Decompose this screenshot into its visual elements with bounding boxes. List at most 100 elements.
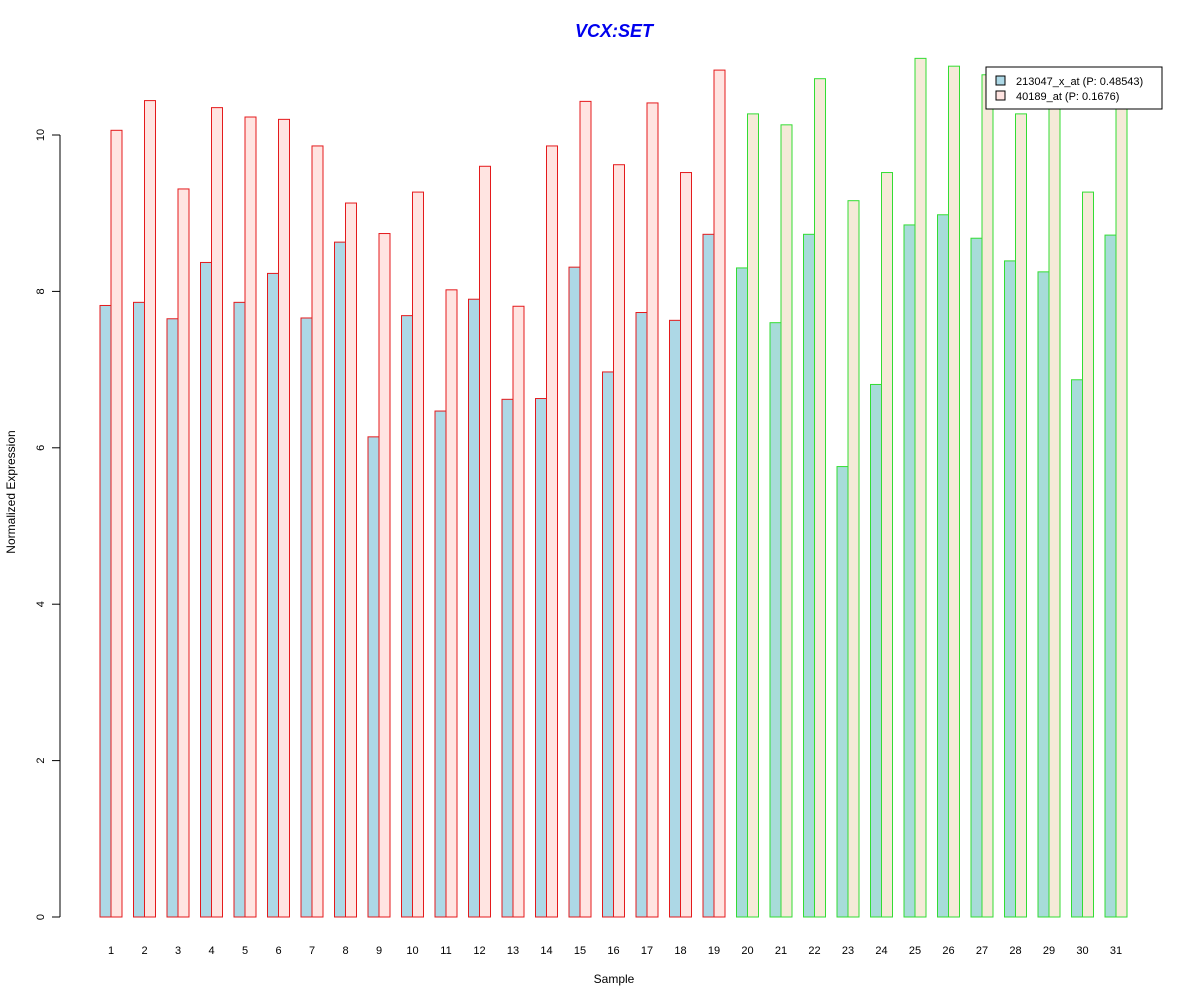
x-tick-label-3: 3 bbox=[175, 945, 181, 957]
bar-sample-16-series-2 bbox=[613, 164, 625, 918]
legend-label-40189: 40189_at (P: 0.1676) bbox=[1016, 91, 1119, 103]
bar-sample-25-series-2 bbox=[914, 57, 927, 918]
bar-sample-8-series-1 bbox=[334, 241, 346, 918]
bar-sample-31-series-1 bbox=[1104, 234, 1117, 918]
bar-sample-22-series-2 bbox=[814, 78, 826, 918]
bar-sample-18-series-2 bbox=[680, 172, 692, 918]
legend-label-213047: 213047_x_at (P: 0.48543) bbox=[1016, 76, 1143, 88]
x-tick-label-30: 30 bbox=[1076, 945, 1088, 957]
y-tick-label: 8 bbox=[35, 288, 47, 294]
chart-title: VCX:SET bbox=[575, 21, 655, 41]
x-tick-label-20: 20 bbox=[741, 945, 753, 957]
bar-sample-28-series-2 bbox=[1015, 113, 1027, 918]
x-tick-label-9: 9 bbox=[376, 945, 382, 957]
bar-sample-31-series-2 bbox=[1115, 105, 1128, 918]
bar-sample-29-series-1 bbox=[1037, 271, 1050, 918]
bar-sample-18-series-1 bbox=[669, 319, 681, 918]
bar-sample-23-series-2 bbox=[847, 200, 860, 918]
legend-swatch-40189 bbox=[995, 90, 1006, 101]
legend-swatch-213047 bbox=[995, 75, 1006, 86]
bar-sample-6-series-1 bbox=[267, 272, 279, 918]
y-tick-label: 6 bbox=[35, 445, 47, 451]
bar-sample-5-series-1 bbox=[233, 301, 246, 918]
x-tick-label-27: 27 bbox=[976, 945, 988, 957]
bar-sample-20-series-1 bbox=[736, 267, 748, 918]
bar-sample-8-series-2 bbox=[345, 202, 357, 918]
bar-sample-10-series-2 bbox=[412, 191, 424, 918]
x-tick-label-1: 1 bbox=[108, 945, 114, 957]
bar-sample-24-series-1 bbox=[870, 383, 882, 918]
bar-sample-19-series-1 bbox=[702, 233, 715, 918]
legend: 213047_x_at (P: 0.48543) 40189_at (P: 0.… bbox=[985, 66, 1163, 110]
bar-sample-30-series-1 bbox=[1071, 379, 1083, 918]
x-tick-label-21: 21 bbox=[775, 945, 787, 957]
bar-sample-27-series-1 bbox=[970, 237, 983, 918]
bar-sample-17-series-2 bbox=[646, 102, 659, 918]
x-tick-label-28: 28 bbox=[1009, 945, 1021, 957]
bar-sample-1-series-1 bbox=[99, 304, 112, 918]
x-tick-label-15: 15 bbox=[574, 945, 586, 957]
bar-sample-13-series-1 bbox=[501, 398, 514, 918]
x-tick-label-14: 14 bbox=[540, 945, 552, 957]
bar-sample-29-series-2 bbox=[1048, 104, 1061, 918]
bar-sample-28-series-1 bbox=[1004, 260, 1016, 918]
x-tick-label-31: 31 bbox=[1110, 945, 1122, 957]
x-tick-label-17: 17 bbox=[641, 945, 653, 957]
bar-sample-17-series-1 bbox=[635, 312, 648, 918]
bar-sample-26-series-2 bbox=[948, 65, 960, 918]
bar-sample-24-series-2 bbox=[881, 172, 893, 918]
bar-sample-25-series-1 bbox=[903, 224, 916, 918]
bar-sample-5-series-2 bbox=[244, 116, 257, 918]
x-tick-label-11: 11 bbox=[440, 945, 451, 957]
x-axis-labels: 1 2 3 4 5 6 7 8 9 10 11 12 13 14 15 16 17 18 19 20 21 22 23 24 2… bbox=[108, 945, 1122, 957]
x-tick-label-26: 26 bbox=[942, 945, 954, 957]
x-tick-label-13: 13 bbox=[507, 945, 519, 957]
x-tick-label-29: 29 bbox=[1043, 945, 1055, 957]
bar-sample-6-series-2 bbox=[278, 118, 290, 918]
bar-sample-12-series-1 bbox=[468, 298, 480, 918]
bar-sample-11-series-2 bbox=[445, 289, 458, 918]
bar-sample-7-series-1 bbox=[300, 317, 313, 918]
bar-sample-30-series-2 bbox=[1082, 191, 1094, 918]
x-tick-label-2: 2 bbox=[141, 945, 147, 957]
y-axis-title: Normalized Expression bbox=[4, 430, 18, 553]
bar-sample-10-series-1 bbox=[401, 315, 413, 918]
bar-sample-22-series-1 bbox=[803, 233, 815, 918]
bar-sample-2-series-1 bbox=[133, 301, 145, 918]
y-tick-label: 2 bbox=[35, 758, 47, 764]
bar-sample-23-series-1 bbox=[836, 466, 849, 918]
bar-sample-14-series-2 bbox=[546, 145, 558, 918]
legend-box bbox=[985, 66, 1163, 110]
bar-sample-26-series-1 bbox=[937, 214, 949, 918]
x-tick-label-24: 24 bbox=[875, 945, 887, 957]
bar-sample-15-series-2 bbox=[579, 100, 592, 918]
x-tick-label-18: 18 bbox=[674, 945, 686, 957]
bar-sample-11-series-1 bbox=[434, 410, 447, 918]
x-tick-label-5: 5 bbox=[242, 945, 248, 957]
bar-sample-13-series-2 bbox=[512, 305, 525, 918]
y-tick-label: 0 bbox=[35, 914, 47, 920]
x-tick-label-19: 19 bbox=[708, 945, 720, 957]
bar-sample-19-series-2 bbox=[713, 69, 726, 918]
bar-sample-7-series-2 bbox=[311, 145, 324, 918]
bars-group bbox=[99, 57, 1128, 918]
bar-sample-4-series-2 bbox=[211, 107, 223, 918]
bar-sample-2-series-2 bbox=[144, 100, 156, 918]
x-tick-label-23: 23 bbox=[842, 945, 854, 957]
y-axis: 0 2 4 6 8 10 bbox=[35, 129, 61, 920]
x-tick-label-10: 10 bbox=[406, 945, 418, 957]
bar-sample-1-series-2 bbox=[110, 129, 123, 918]
bar-sample-9-series-2 bbox=[378, 233, 391, 918]
bar-sample-27-series-2 bbox=[981, 74, 994, 918]
bar-sample-15-series-1 bbox=[568, 266, 581, 918]
bar-sample-3-series-2 bbox=[177, 188, 190, 918]
x-tick-label-8: 8 bbox=[342, 945, 348, 957]
bar-sample-20-series-2 bbox=[747, 113, 759, 918]
y-tick-label: 10 bbox=[35, 129, 47, 141]
x-axis-title: Sample bbox=[594, 972, 635, 986]
bar-sample-16-series-1 bbox=[602, 371, 614, 918]
bar-sample-4-series-1 bbox=[200, 261, 212, 918]
x-tick-label-25: 25 bbox=[909, 945, 921, 957]
x-tick-label-6: 6 bbox=[275, 945, 281, 957]
